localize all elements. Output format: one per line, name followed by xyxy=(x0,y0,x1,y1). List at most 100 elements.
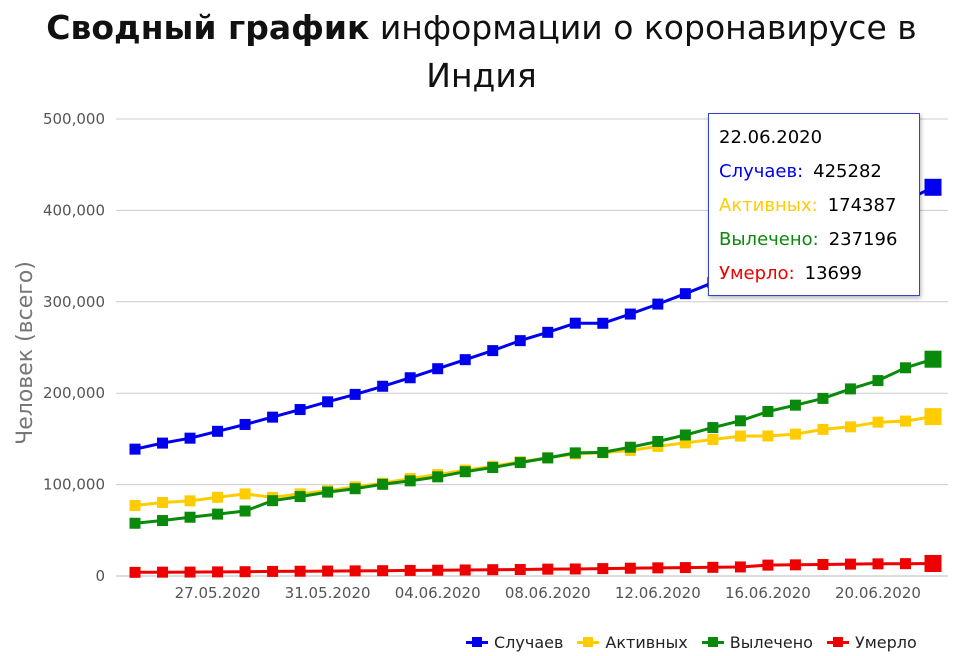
data-point-0-8 xyxy=(349,388,361,400)
data-point-2-23 xyxy=(762,405,774,417)
data-point-1-22 xyxy=(734,430,746,442)
data-point-2-8 xyxy=(349,483,361,495)
chart-title-rest: информации о коронавирусе в Индия xyxy=(379,8,917,95)
data-point-0-0 xyxy=(129,443,141,455)
y-tick-label: 500,000 xyxy=(43,110,105,128)
data-point-3-11 xyxy=(432,564,444,576)
tooltip-row-deaths: Умерло: 13699 xyxy=(719,262,862,286)
x-tick-label: 20.06.2020 xyxy=(835,584,921,602)
data-point-2-2 xyxy=(184,511,196,523)
data-point-0-9 xyxy=(377,380,389,392)
data-point-3-18 xyxy=(624,562,636,574)
data-point-1-4 xyxy=(239,488,251,500)
data-point-2-9 xyxy=(377,478,389,490)
data-point-2-13 xyxy=(487,462,499,474)
data-point-3-27 xyxy=(872,558,884,570)
data-point-2-4 xyxy=(239,505,251,517)
chart-title-bold: Сводный график xyxy=(46,8,370,47)
data-point-2-21 xyxy=(707,422,719,434)
legend-swatch-cases xyxy=(466,636,488,648)
series-line-3 xyxy=(134,562,934,574)
data-point-1-3 xyxy=(212,491,224,503)
tooltip-value-cases: 425282 xyxy=(813,161,882,182)
legend-item-cases[interactable]: Случаев xyxy=(466,633,563,652)
data-point-3-1 xyxy=(157,566,169,578)
tooltip-label-active: Активных: xyxy=(719,195,818,216)
data-point-1-25 xyxy=(817,423,829,435)
data-point-1-1 xyxy=(157,497,169,509)
x-tick-label: 31.05.2020 xyxy=(285,584,371,602)
data-point-3-22 xyxy=(734,561,746,573)
data-point-0-15 xyxy=(542,326,554,338)
data-point-1-26 xyxy=(844,421,856,433)
data-point-2-17 xyxy=(597,446,609,458)
data-point-0-5 xyxy=(267,411,279,423)
x-tick-label: 16.06.2020 xyxy=(725,584,811,602)
chart-title: Сводный график информации о коронавирусе… xyxy=(0,4,963,100)
data-point-1-2 xyxy=(184,495,196,507)
data-point-3-26 xyxy=(844,558,856,570)
data-point-3-25 xyxy=(817,558,829,570)
tooltip-label-cases: Случаев: xyxy=(719,161,804,182)
data-point-0-17 xyxy=(597,317,609,329)
data-point-0-7 xyxy=(322,396,334,408)
data-point-2-20 xyxy=(679,429,691,441)
data-point-3-24 xyxy=(789,559,801,571)
data-point-3-0 xyxy=(129,566,141,578)
data-point-2-5 xyxy=(267,495,279,507)
x-tick-label: 12.06.2020 xyxy=(615,584,701,602)
data-point-3-20 xyxy=(679,562,691,574)
tooltip-value-deaths: 13699 xyxy=(804,263,862,284)
data-point-2-1 xyxy=(157,515,169,527)
data-point-0-6 xyxy=(294,404,306,416)
data-point-1-21 xyxy=(707,434,719,446)
tooltip-row-active: Активных: 174387 xyxy=(719,194,896,218)
y-axis-label: Человек (всего) xyxy=(13,261,38,445)
y-tick-label: 0 xyxy=(95,567,105,585)
data-point-3-5 xyxy=(267,565,279,577)
data-point-3-12 xyxy=(459,564,471,576)
data-point-2-6 xyxy=(294,491,306,503)
tooltip-row-recovered: Вылечено: 237196 xyxy=(719,228,897,252)
data-point-0-13 xyxy=(487,345,499,357)
data-point-3-3 xyxy=(212,566,224,578)
x-tick-label: 27.05.2020 xyxy=(175,584,261,602)
data-point-2-28 xyxy=(899,362,911,374)
data-point-2-18 xyxy=(624,441,636,453)
legend-item-deaths[interactable]: Умерло xyxy=(826,632,917,652)
data-point-0-16 xyxy=(569,317,581,329)
data-point-2-24 xyxy=(789,399,801,411)
data-point-3-23 xyxy=(762,559,774,571)
data-point-3-9 xyxy=(377,565,389,577)
data-point-2-3 xyxy=(212,508,224,520)
legend-swatch-deaths xyxy=(826,636,849,648)
data-point-1-28 xyxy=(899,415,911,427)
data-point-0-18 xyxy=(624,308,636,320)
tooltip: 22.06.2020 Случаев: 425282 Активных: 17438… xyxy=(708,113,920,296)
legend-swatch-recovered xyxy=(701,636,724,648)
legend-label-cases: Случаев xyxy=(494,632,564,652)
legend-item-active[interactable]: Активных xyxy=(577,633,688,652)
data-point-2-25 xyxy=(817,392,829,404)
y-tick-label: 200,000 xyxy=(43,384,105,402)
data-point-2-26 xyxy=(844,383,856,395)
data-point-2-7 xyxy=(322,486,334,498)
legend-label-deaths: Умерло xyxy=(854,632,917,652)
data-point-0-1 xyxy=(157,437,169,449)
data-point-3-6 xyxy=(294,565,306,577)
data-point-2-19 xyxy=(652,435,664,447)
y-tick-label: 100,000 xyxy=(43,476,105,494)
data-point-3-4 xyxy=(239,566,251,578)
tooltip-value-recovered: 237196 xyxy=(828,229,898,250)
data-point-0-3 xyxy=(212,425,224,437)
data-point-1-24 xyxy=(789,428,801,440)
x-tick-label: 04.06.2020 xyxy=(395,584,481,602)
data-point-3-16 xyxy=(569,563,581,575)
data-point-2-22 xyxy=(734,415,746,427)
data-point-0-4 xyxy=(239,418,251,430)
legend-item-recovered[interactable]: Вылечено xyxy=(701,633,813,652)
data-point-2-11 xyxy=(432,471,444,483)
data-point-3-21 xyxy=(707,561,719,573)
data-point-3-28 xyxy=(899,558,911,570)
